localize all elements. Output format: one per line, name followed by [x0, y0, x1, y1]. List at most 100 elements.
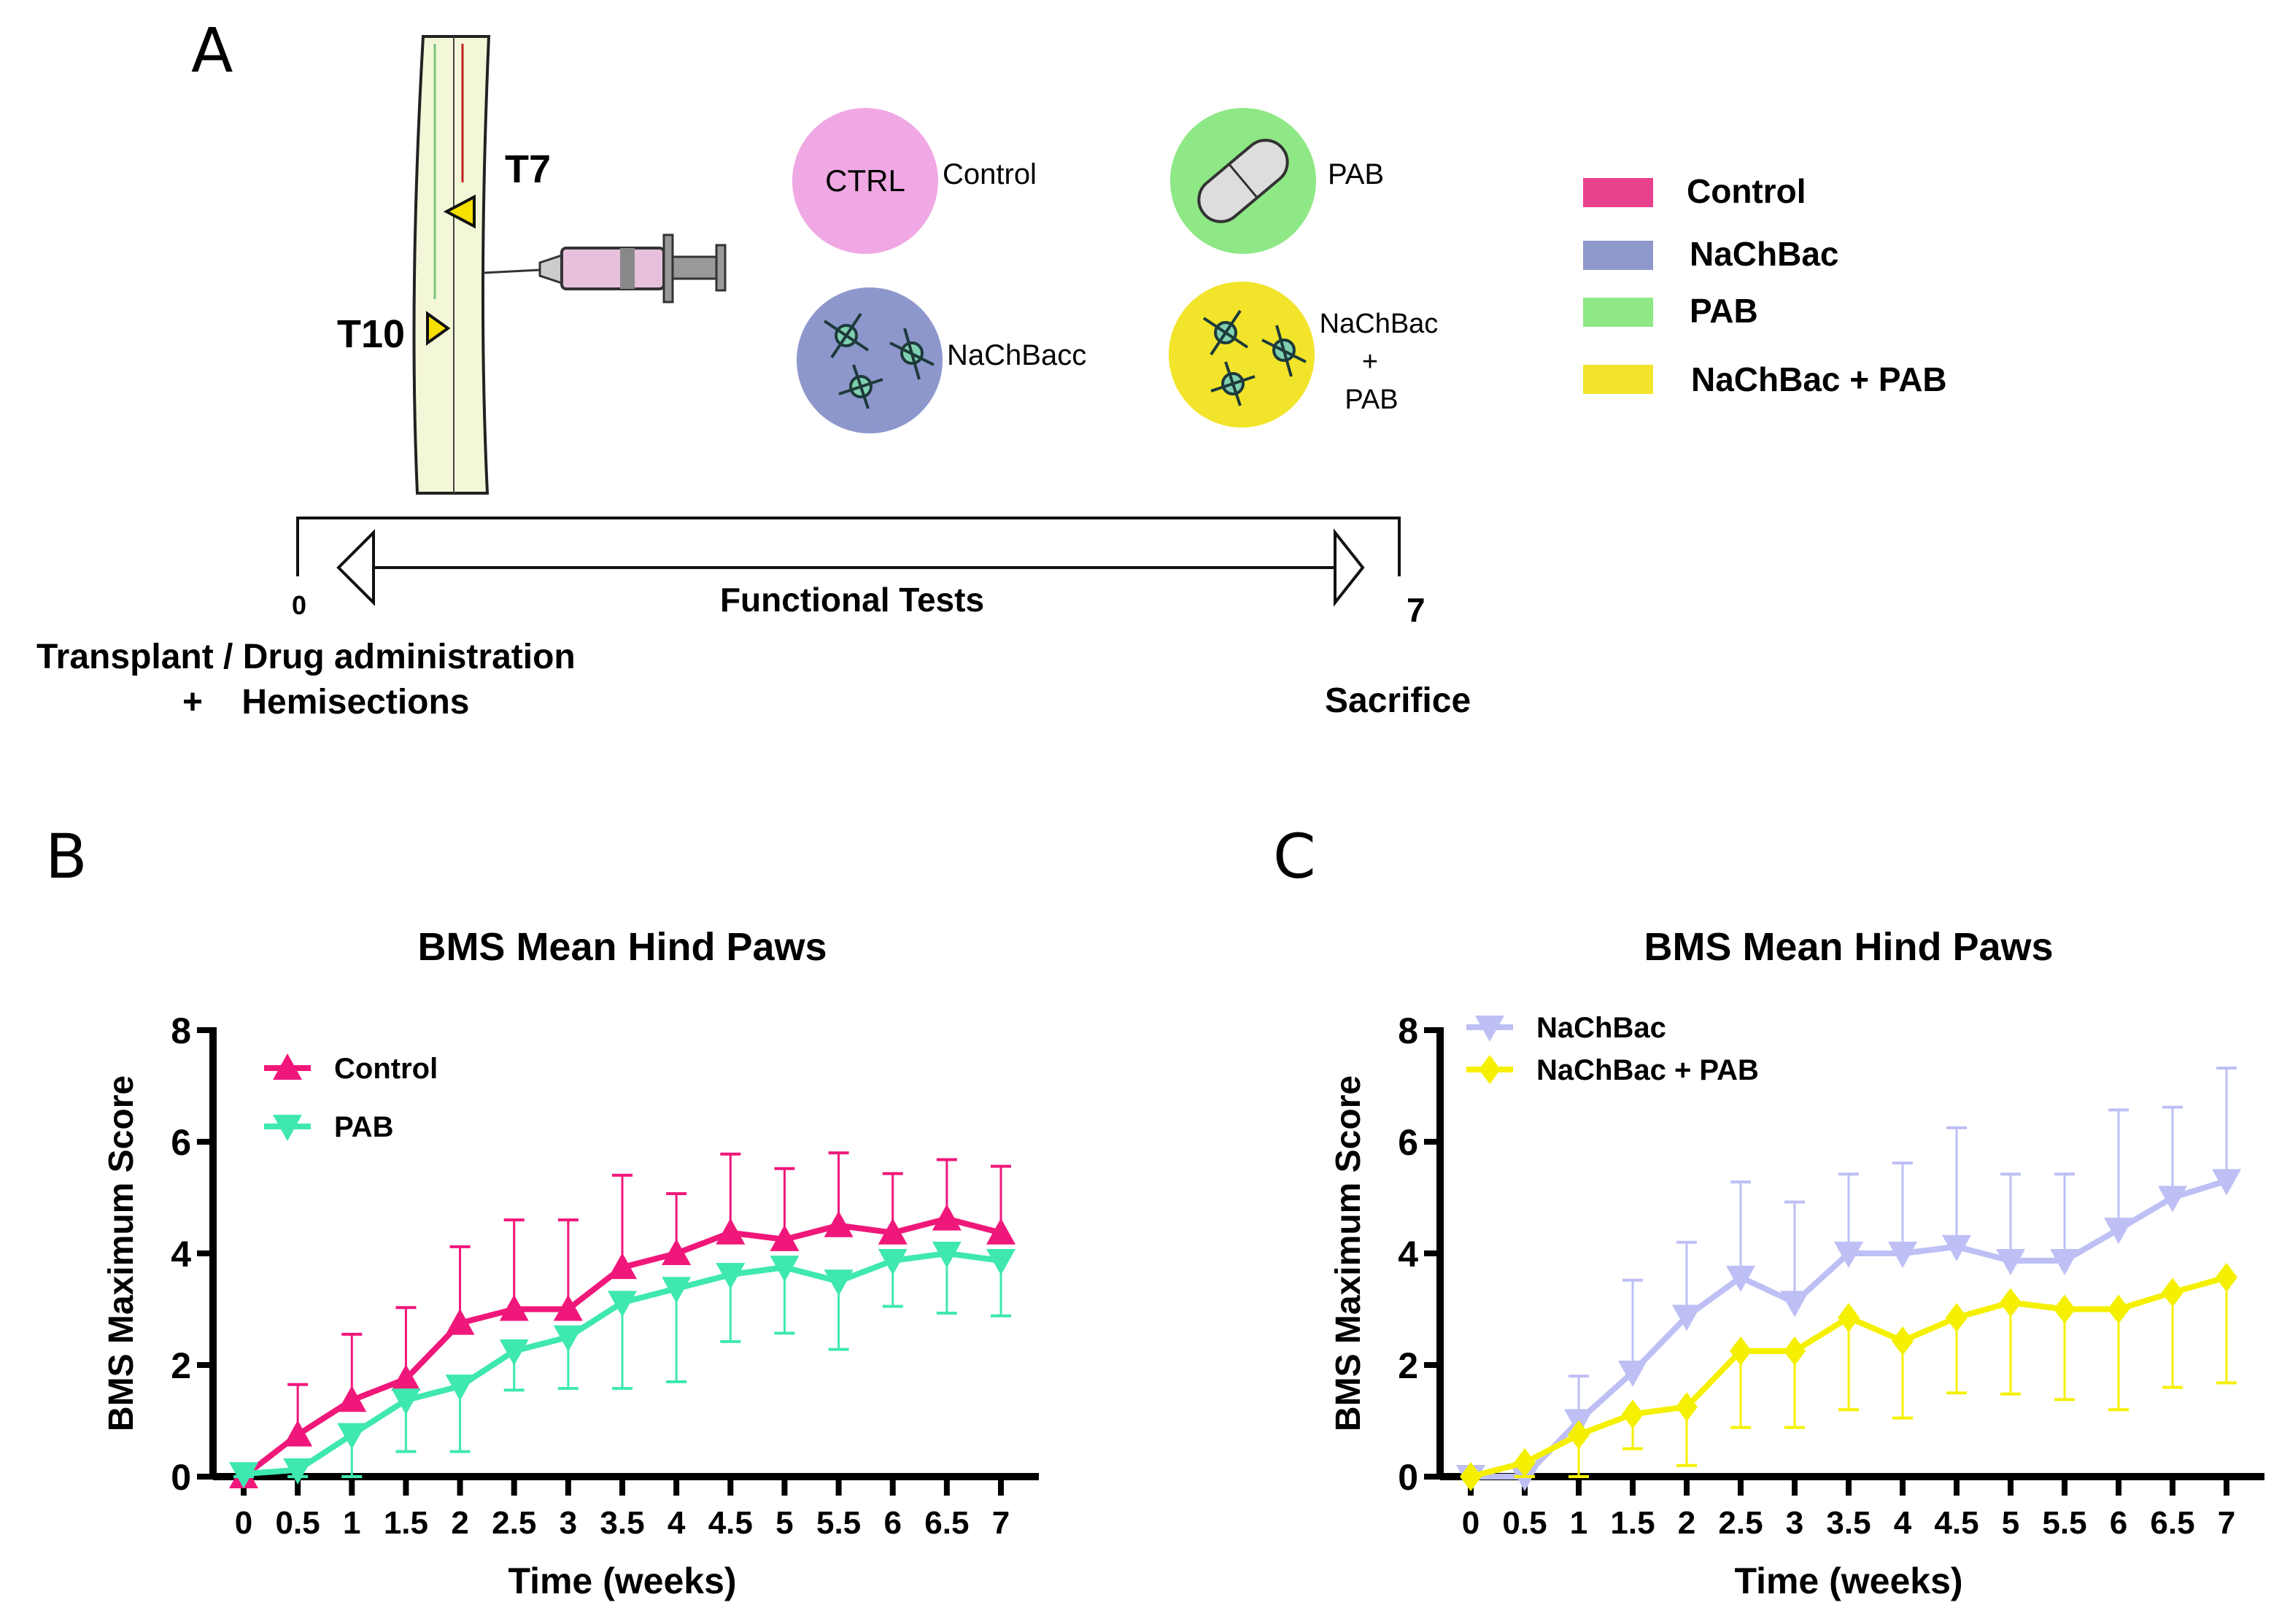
start-caption-1: Transplant / Drug administration	[36, 638, 576, 676]
data-point	[932, 1204, 962, 1231]
y-tick-label: 8	[1398, 1010, 1418, 1051]
data-point	[391, 1364, 421, 1391]
x-tick-label: 4.5	[1934, 1505, 1978, 1541]
data-point	[229, 1462, 258, 1489]
data-point	[2108, 1294, 2130, 1324]
data-point	[2216, 1262, 2237, 1292]
y-tick-label: 8	[171, 1010, 191, 1051]
control-group-circle	[792, 108, 938, 254]
data-point	[1834, 1242, 1863, 1268]
x-tick-label: 1	[1570, 1505, 1587, 1541]
x-tick-label: 0	[1462, 1505, 1479, 1541]
data-point	[2000, 1288, 2022, 1318]
data-point	[2212, 1169, 2241, 1196]
data-point	[2104, 1218, 2133, 1245]
x-tick-label: 4	[668, 1505, 686, 1541]
start-caption-2: + Hemisections	[182, 683, 470, 722]
nachbacc-group-label: NaChBacc	[947, 339, 1086, 371]
x-tick-label: 5	[775, 1505, 793, 1541]
y-tick-label: 2	[171, 1345, 191, 1386]
x-tick-label: 3	[560, 1505, 577, 1541]
pab-group-label: PAB	[1328, 158, 1384, 190]
y-axis-label: BMS Maximum Score	[102, 1075, 141, 1431]
data-point	[553, 1325, 583, 1352]
group-legend: Control NaChBac PAB NaChBac + PAB	[1583, 172, 1947, 398]
data-point	[1892, 1326, 1914, 1356]
data-point	[1946, 1302, 1968, 1332]
x-tick-label: 4	[1894, 1505, 1912, 1541]
y-tick-label: 2	[1398, 1345, 1418, 1386]
t10-label: T10	[337, 312, 405, 356]
legend-marker	[273, 1115, 302, 1141]
spinal-cord-illustration	[412, 35, 491, 495]
data-point	[986, 1218, 1016, 1245]
nachbac-pab-label-2: +	[1362, 347, 1378, 377]
x-tick-label: 6	[883, 1505, 901, 1541]
timeline-end: 7	[1407, 591, 1426, 629]
x-tick-label: 4.5	[708, 1505, 753, 1541]
x-tick-label: 3.5	[600, 1505, 644, 1541]
x-tick-label: 2	[1678, 1505, 1695, 1541]
x-tick-label: 2.5	[1718, 1505, 1763, 1541]
data-point	[878, 1218, 908, 1245]
data-point	[716, 1263, 746, 1290]
control-group-label: Control	[943, 158, 1037, 190]
data-point	[2158, 1186, 2187, 1213]
ctrl-circle-label: CTRL	[825, 163, 905, 198]
legend-marker	[273, 1053, 302, 1080]
nachbac-pab-label-1: NaChBac	[1320, 309, 1439, 339]
legend-nachbac: NaChBac	[1690, 235, 1839, 273]
legend-label: Control	[334, 1053, 438, 1085]
data-point	[1838, 1302, 1860, 1332]
chart-title: BMS Mean Hind Paws	[417, 925, 827, 969]
data-point	[770, 1224, 800, 1251]
experimental-design-diagram: T7 T10 CTRL Control PAB NaChBacc NaChBac…	[36, 35, 1947, 722]
timeline	[296, 517, 1401, 607]
data-point	[1784, 1336, 1806, 1366]
x-tick-label: 6.5	[2150, 1505, 2194, 1541]
data-point	[2162, 1277, 2183, 1307]
x-tick-label: 3	[1786, 1505, 1803, 1541]
x-tick-label: 5	[2002, 1505, 2019, 1541]
x-tick-label: 1.5	[1610, 1505, 1655, 1541]
y-tick-label: 0	[171, 1457, 191, 1498]
x-tick-label: 0.5	[1502, 1505, 1547, 1541]
data-point	[770, 1256, 800, 1283]
x-tick-label: 7	[992, 1505, 1010, 1541]
data-point	[2054, 1294, 2076, 1324]
x-tick-label: 7	[2218, 1505, 2235, 1541]
arrow-left-icon	[336, 529, 375, 606]
chart-title: BMS Mean Hind Paws	[1644, 925, 2053, 969]
legend-nachbac-pab: NaChBac + PAB	[1691, 360, 1947, 398]
data-point	[608, 1291, 637, 1318]
data-point	[1676, 1392, 1698, 1422]
legend-label: NaChBac	[1536, 1012, 1666, 1044]
x-tick-label: 6	[2110, 1505, 2127, 1541]
data-point	[499, 1294, 529, 1321]
data-point	[662, 1277, 692, 1304]
legend-marker	[1475, 1016, 1504, 1042]
pill-icon	[1197, 139, 1289, 223]
neuron-cells-icon	[823, 312, 935, 409]
data-point	[1672, 1304, 1701, 1331]
data-point	[1780, 1291, 1809, 1318]
data-point	[445, 1374, 475, 1401]
neuron-cells-icon	[1202, 309, 1307, 406]
x-tick-label: 6.5	[924, 1505, 969, 1541]
x-tick-label: 5.5	[2042, 1505, 2086, 1541]
x-tick-label: 0	[235, 1505, 252, 1541]
x-tick-label: 3.5	[1826, 1505, 1871, 1541]
legend-pab: PAB	[1690, 292, 1758, 330]
panel-label-b: B	[45, 821, 88, 892]
data-point	[716, 1218, 746, 1245]
data-point	[337, 1423, 367, 1450]
x-tick-label: 0.5	[276, 1505, 320, 1541]
data-point	[1996, 1248, 2025, 1275]
data-point	[445, 1308, 475, 1335]
data-point	[1888, 1242, 1917, 1268]
nachbac-pab-label-3: PAB	[1345, 384, 1398, 415]
chart-c: BMS Mean Hind Paws 0 2 4 6 8 0 0.5 1 1.5 2 2.5 3 3.5 4…	[1329, 925, 2264, 1601]
y-tick-label: 6	[171, 1122, 191, 1163]
legend-label: NaChBac + PAB	[1536, 1054, 1759, 1086]
t10-marker-icon	[426, 311, 451, 346]
